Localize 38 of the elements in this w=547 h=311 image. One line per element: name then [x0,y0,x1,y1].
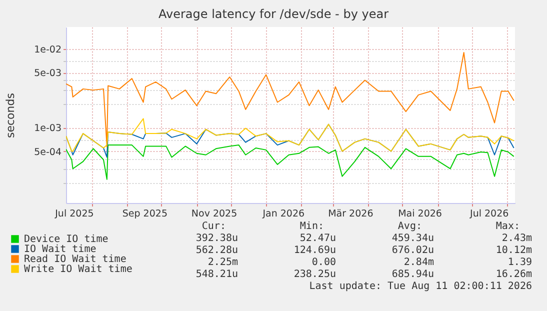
text: 562.28u [196,245,238,257]
text: 459.34u [392,233,434,245]
x-tick-label: Jul 2025 [54,208,94,220]
text: Max: [496,221,520,233]
text: 685.94u [392,269,434,281]
text: 676.02u [392,245,434,257]
text: Avg: [398,221,422,233]
y-axis-title: seconds [4,92,18,138]
text: 2.84m [404,257,434,269]
y-tick-label: 5e-04 [34,146,62,158]
legend-label: Write IO Wait time [24,264,132,275]
y-tick-label: 5e-03 [34,68,62,80]
text: Cur: [202,221,226,233]
text: 2.25m [208,257,238,269]
text: Last update: Tue Aug 11 02:00:11 2026 [309,281,532,293]
text: 392.38u [196,233,238,245]
text: 16.26m [496,269,532,281]
text: 52.47u [300,233,336,245]
text: 0.00 [312,257,336,269]
text: Min: [300,221,324,233]
text: 548.21u [196,269,238,281]
text: 124.69u [294,245,336,257]
text: 2.43m [502,233,532,245]
x-tick-label: Jan 2026 [262,208,305,220]
text: 10.12m [496,245,532,257]
chart-title: Average latency for /dev/sde - by year [158,7,389,21]
x-tick-label: Jul 2026 [469,208,509,220]
text: 238.25u [294,269,336,281]
x-tick-label: Sep 2025 [122,208,168,220]
legend-label: Device IO time [24,234,108,245]
y-tick-label: 1e-02 [34,44,62,56]
text: 1.39 [508,257,532,269]
y-tick-label: 1e-03 [34,123,62,134]
legend-label: Read IO Wait time [24,254,126,265]
x-tick-label: Mär 2026 [328,208,374,220]
x-tick-label: Nov 2025 [191,208,238,220]
x-tick-label: Mai 2026 [398,208,442,220]
legend-label: IO Wait time [24,244,96,255]
